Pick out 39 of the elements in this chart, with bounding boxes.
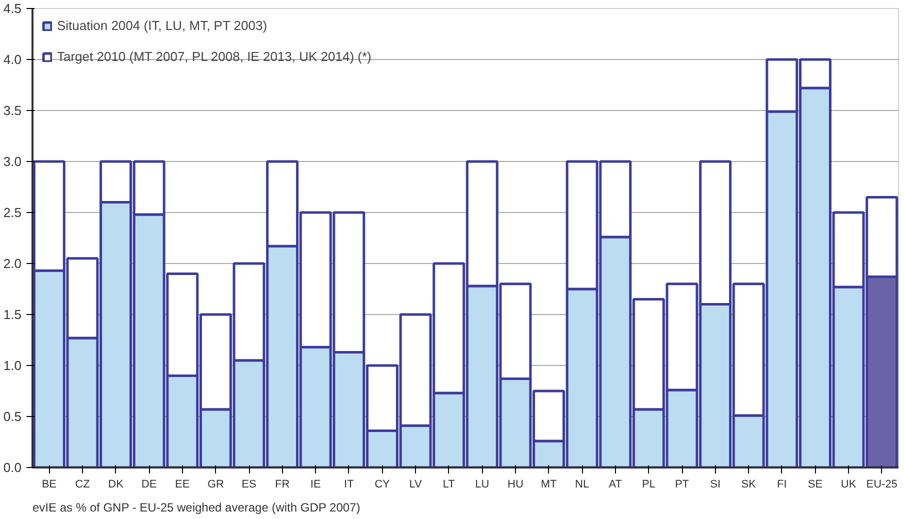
x-tick-label: EU-25 [866, 478, 898, 490]
x-tick-label: DE [141, 478, 157, 490]
y-tick-label: 3.0 [3, 154, 22, 169]
x-tick-label: MT [540, 478, 557, 490]
y-tick-label: 4.5 [3, 1, 22, 16]
x-tick-label: NL [575, 478, 590, 490]
y-tick-label: 0.0 [3, 460, 22, 475]
x-tick-label: IE [310, 478, 321, 490]
legend-label: Target 2010 (MT 2007, PL 2008, IE 2013, UK 2014) (*) [57, 49, 372, 64]
x-tick-label: AT [608, 478, 622, 490]
x-tick-label: IT [344, 478, 354, 490]
x-tick-label: ES [242, 478, 256, 490]
x-tick-label: LV [409, 478, 423, 490]
x-tick-label: LU [475, 478, 490, 490]
legend-label: Situation 2004 (IT, LU, MT, PT 2003) [57, 18, 268, 33]
y-tick-label: 1.0 [3, 358, 22, 373]
y-tick-label: 4.0 [3, 52, 22, 67]
y-tick-label: 0.5 [3, 409, 22, 424]
x-tick-label: SE [808, 478, 823, 490]
x-tick-label: PT [674, 478, 690, 490]
x-tick-label: FI [777, 478, 787, 490]
x-tick-label: FR [274, 478, 290, 490]
text: evIE as % of GNP - EU-25 weighed average (with GDP 2007) [32, 500, 360, 514]
x-tick-label: HU [508, 478, 524, 490]
x-tick-label: LT [442, 478, 456, 490]
y-tick-label: 2.0 [3, 256, 22, 271]
x-tick-label: BE [42, 478, 57, 490]
x-tick-label: DK [108, 478, 124, 490]
x-tick-label: GR [207, 478, 224, 490]
x-tick-label: SK [741, 478, 757, 490]
x-tick-label: PL [642, 478, 656, 490]
y-tick-label: 1.5 [3, 307, 22, 322]
x-tick-label: CY [374, 478, 391, 490]
x-tick-label: SI [710, 478, 721, 490]
x-tick-label: UK [840, 478, 857, 490]
x-tick-label: CZ [75, 478, 90, 490]
x-tick-label: EE [175, 478, 190, 490]
y-tick-label: 3.5 [3, 103, 22, 118]
y-tick-label: 2.5 [3, 205, 22, 220]
